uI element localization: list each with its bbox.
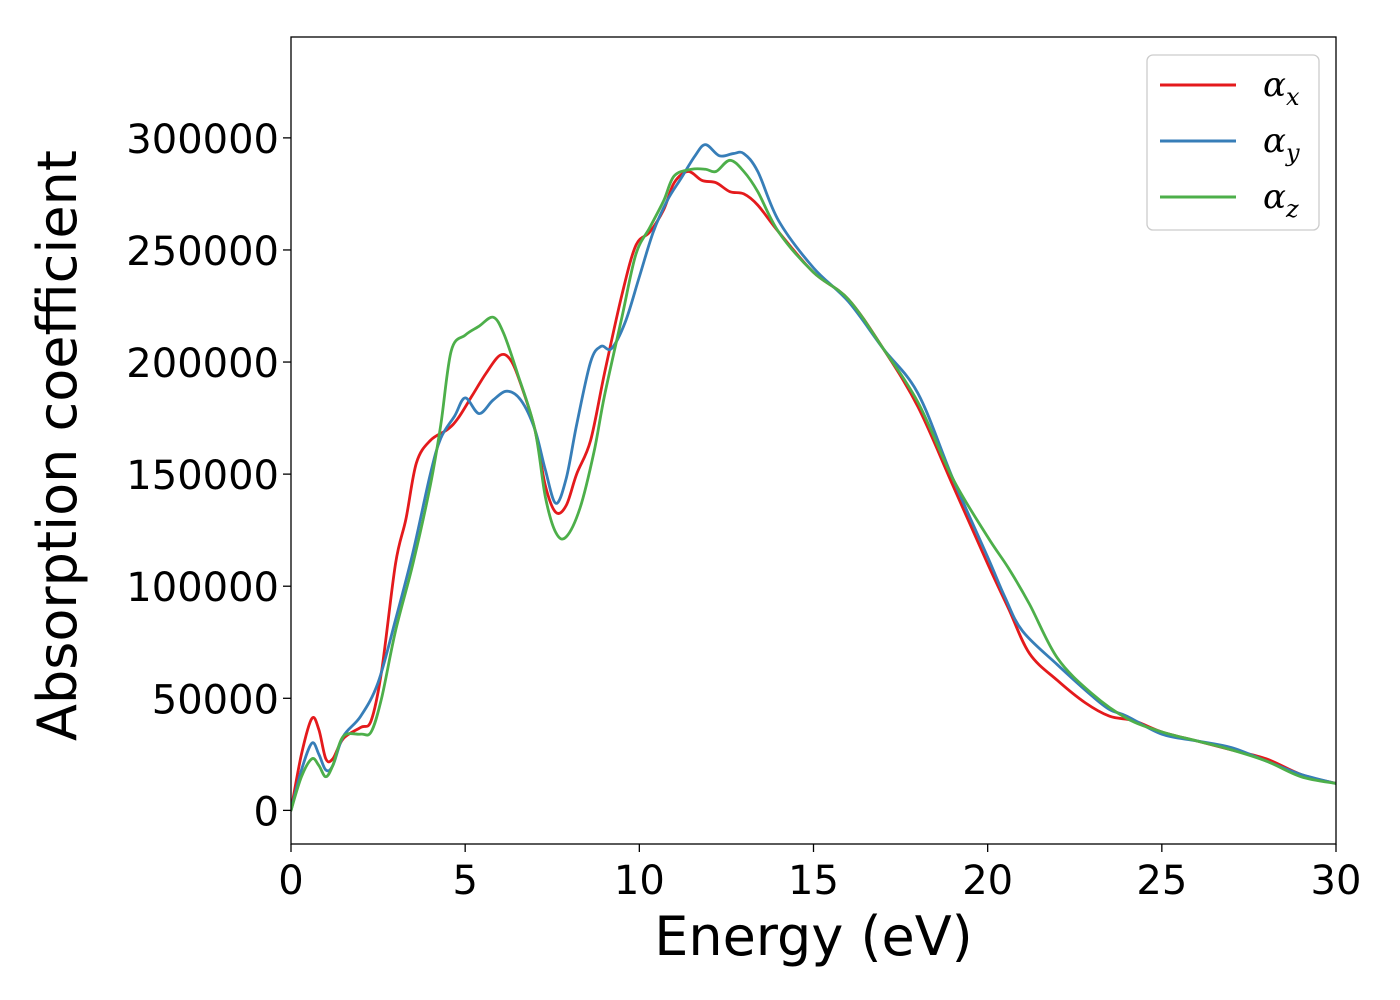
x-tick-label: 15 [788,858,839,904]
plot-area [291,143,1336,812]
x-tick-label: 20 [962,858,1013,904]
legend-label: αy [1263,121,1300,167]
x-tick-label: 5 [452,858,477,904]
x-axis-label: Energy (eV) [654,905,973,968]
x-tick-label: 30 [1311,858,1362,904]
x-axis: 0 5 10 15 20 25 30 [278,844,1361,904]
y-tick-label: 250000 [126,229,279,275]
legend-label: αx [1263,65,1300,111]
y-tick-label: 100000 [126,565,279,611]
y-tick-label: 50000 [152,677,279,723]
legend-item: αz [1160,177,1299,223]
x-tick-label: 10 [614,858,665,904]
y-tick-label: 200000 [126,341,279,387]
x-tick-label: 25 [1136,858,1187,904]
legend-label: αz [1263,177,1299,223]
x-tick-label: 0 [278,858,303,904]
legend-item: αy [1160,121,1300,167]
y-axis-label: Absorption coefficient [26,150,89,741]
y-axis: 0 50000 100000 150000 200000 250000 300000 [126,117,291,835]
y-tick-label: 0 [254,789,279,835]
legend-item: αx [1160,65,1300,111]
legend: αx αy αz [1146,54,1320,231]
y-tick-label: 150000 [126,453,279,499]
series-line-alpha-x [291,170,1336,812]
series-line-alpha-y [291,143,1336,812]
series-line-alpha-z [291,158,1336,812]
y-tick-label: 300000 [126,117,279,163]
